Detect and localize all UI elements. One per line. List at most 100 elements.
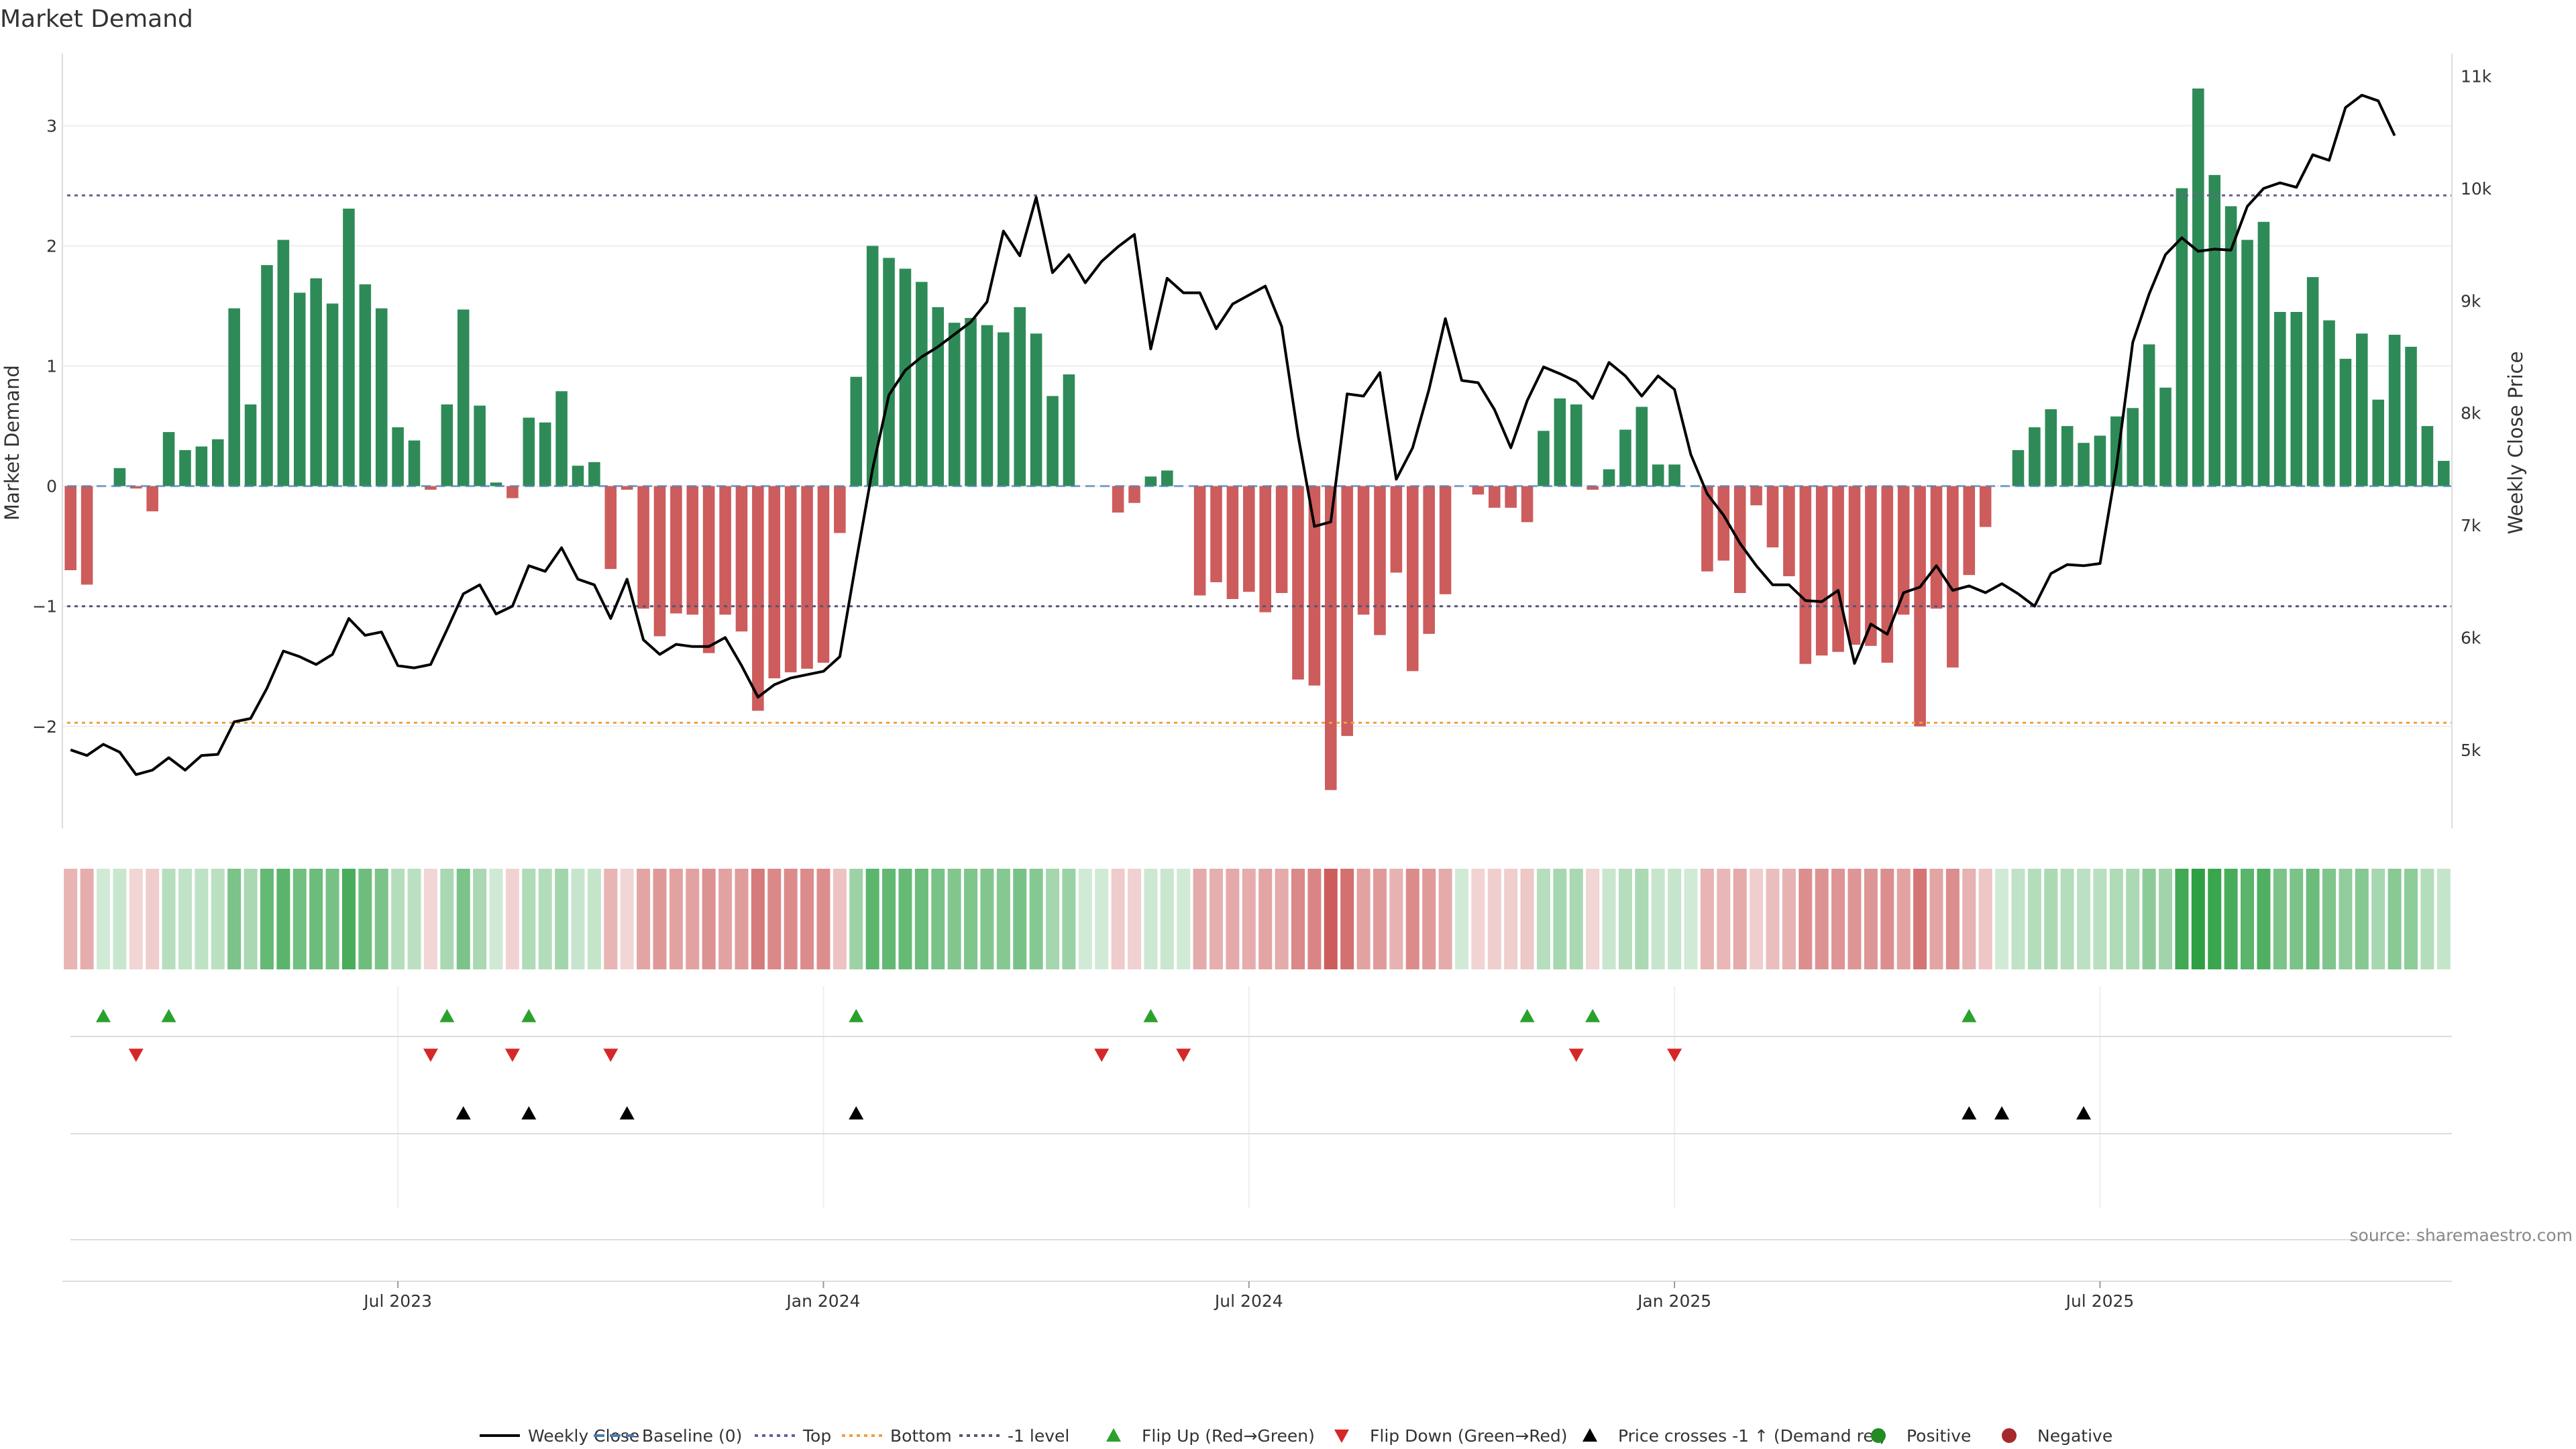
heat-cell — [1815, 869, 1829, 969]
heat-cell — [947, 869, 961, 969]
heat-cell — [1945, 869, 1960, 969]
legend-label: Bottom — [890, 1426, 952, 1446]
weekly-close-line — [70, 93, 2396, 776]
negative-bar — [1128, 486, 1140, 503]
negative-bar — [1406, 486, 1419, 672]
negative-bar — [735, 486, 748, 632]
positive-bar — [2306, 277, 2319, 486]
heat-cell — [129, 869, 143, 969]
heat-cell — [162, 869, 176, 969]
positive-bar — [457, 309, 470, 486]
negative-bar — [1717, 486, 1730, 561]
heat-cell — [423, 869, 437, 969]
positive-bar — [2241, 239, 2253, 486]
heat-cell — [1210, 869, 1224, 969]
negative-bar — [1521, 486, 1534, 523]
positive-bar — [2029, 427, 2041, 486]
flip-down-marker — [603, 1049, 619, 1062]
legend-label: Flip Up (Red→Green) — [1142, 1426, 1315, 1446]
heat-cell — [489, 869, 503, 969]
negative-bar — [1374, 486, 1386, 635]
heat-cell — [2077, 869, 2091, 969]
heat-cell — [1536, 869, 1550, 969]
y-tick-label: 3 — [46, 116, 57, 136]
heat-cell — [456, 869, 470, 969]
negative-bar — [1947, 486, 1959, 668]
heat-cell — [1831, 869, 1845, 969]
heat-cell — [1978, 869, 1992, 969]
positive-bar — [2421, 426, 2434, 486]
heat-cell — [2322, 869, 2337, 969]
flip-up-marker — [439, 1009, 455, 1022]
positive-bar — [392, 427, 404, 486]
positive-bar — [2257, 221, 2270, 486]
legend-label: Negative — [2037, 1426, 2112, 1446]
negative-bar — [1799, 486, 1812, 664]
positive-bar — [1046, 396, 1059, 486]
heat-cell — [1962, 869, 1976, 969]
heat-cell — [440, 869, 454, 969]
heat-cell — [1177, 869, 1191, 969]
flip-up-marker — [1143, 1009, 1159, 1022]
heat-cell — [1029, 869, 1043, 969]
heat-cell — [2355, 869, 2369, 969]
x-tick-label: Jan 2024 — [785, 1291, 860, 1311]
positive-bar — [883, 258, 895, 486]
heat-cell — [964, 869, 978, 969]
heat-cell — [833, 869, 847, 969]
negative-bar — [1505, 486, 1517, 508]
flip-up-marker — [849, 1009, 864, 1022]
negative-bar — [1815, 486, 1828, 656]
heat-cell — [1095, 869, 1109, 969]
x-tick-label: Jul 2024 — [1214, 1291, 1283, 1311]
positive-bar — [2323, 320, 2335, 486]
heat-cell — [2142, 869, 2156, 969]
heat-cell — [931, 869, 945, 969]
heat-cell — [1144, 869, 1158, 969]
negative-bar — [130, 486, 142, 489]
legend-swatch-flip-up — [1106, 1428, 1121, 1442]
heat-cell — [1438, 869, 1452, 969]
positive-bar — [2078, 443, 2090, 486]
positive-bar — [1652, 464, 1664, 486]
y-tick-label: 1 — [46, 357, 57, 376]
heat-cell — [751, 869, 765, 969]
heat-cell — [1700, 869, 1714, 969]
legend-label: Flip Down (Green→Red) — [1370, 1426, 1568, 1446]
flip-down-marker — [1568, 1049, 1584, 1062]
heat-cell — [686, 869, 700, 969]
positive-bar — [343, 209, 355, 486]
negative-bar — [1292, 486, 1304, 680]
heat-cell — [178, 869, 192, 969]
positive-bar — [359, 284, 372, 486]
positive-bar — [2372, 399, 2384, 486]
negative-bar — [1865, 486, 1877, 646]
flip-up-marker — [1519, 1009, 1535, 1022]
heat-cell — [2093, 869, 2107, 969]
heat-cell — [195, 869, 209, 969]
positive-bar — [1635, 407, 1648, 486]
heat-cell — [1668, 869, 1682, 969]
heat-cell — [1651, 869, 1665, 969]
heat-cell — [1373, 869, 1387, 969]
heat-cell — [211, 869, 225, 969]
positive-bar — [2094, 435, 2106, 486]
negative-bar — [719, 486, 731, 615]
negative-bar — [686, 486, 699, 615]
positive-bar — [850, 376, 863, 486]
negative-bar — [1210, 486, 1222, 582]
y2-axis-label: Weekly Close Price — [2504, 352, 2527, 535]
negative-bar — [506, 486, 519, 498]
positive-bar — [113, 468, 126, 486]
positive-bar — [1144, 476, 1157, 486]
heat-cell — [637, 869, 651, 969]
heat-cell — [113, 869, 127, 969]
legend-swatch-positive — [1871, 1428, 1886, 1443]
heat-cell — [702, 869, 716, 969]
heat-cell — [1078, 869, 1092, 969]
positive-bar — [408, 440, 421, 486]
negative-bar — [1979, 486, 1992, 527]
heat-cell — [341, 869, 356, 969]
heat-cell — [146, 869, 160, 969]
